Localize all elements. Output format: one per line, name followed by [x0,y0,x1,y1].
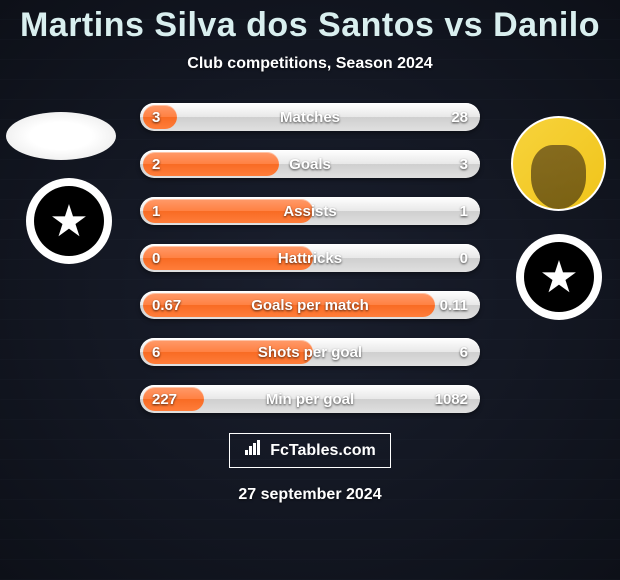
brand-text: FcTables.com [270,442,376,460]
stat-label: Assists [140,197,480,225]
star-icon: ★ [34,186,104,256]
stat-right-value: 28 [451,103,468,131]
player-left-avatar [6,112,116,160]
stat-label: Hattricks [140,244,480,272]
stat-row: 0 Hattricks 0 [140,244,480,272]
stat-right-value: 3 [460,150,468,178]
stat-right-value: 1082 [435,385,468,413]
bars-icon [244,440,264,461]
player-right-avatar [511,116,606,211]
stat-label: Goals [140,150,480,178]
star-icon: ★ [524,242,594,312]
stat-right-value: 0 [460,244,468,272]
stat-right-value: 1 [460,197,468,225]
subtitle: Club competitions, Season 2024 [187,55,432,73]
stat-row: 1 Assists 1 [140,197,480,225]
stat-row: 3 Matches 28 [140,103,480,131]
brand-box: FcTables.com [229,433,391,468]
stat-row: 227 Min per goal 1082 [140,385,480,413]
stat-right-value: 0.11 [440,291,468,319]
stat-right-value: 6 [460,338,468,366]
date-text: 27 september 2024 [238,486,381,504]
stat-label: Goals per match [140,291,480,319]
club-logo-right: ★ [516,234,602,320]
stat-row: 0.67 Goals per match 0.11 [140,291,480,319]
stat-label: Shots per goal [140,338,480,366]
stat-label: Min per goal [140,385,480,413]
club-logo-left: ★ [26,178,112,264]
stat-row: 2 Goals 3 [140,150,480,178]
page-title: Martins Silva dos Santos vs Danilo [20,6,600,45]
stat-row: 6 Shots per goal 6 [140,338,480,366]
stats-rows: 3 Matches 28 2 Goals 3 1 Assists 1 0 Hat… [140,103,480,413]
comparison-card: Martins Silva dos Santos vs Danilo Club … [0,0,620,580]
stat-label: Matches [140,103,480,131]
